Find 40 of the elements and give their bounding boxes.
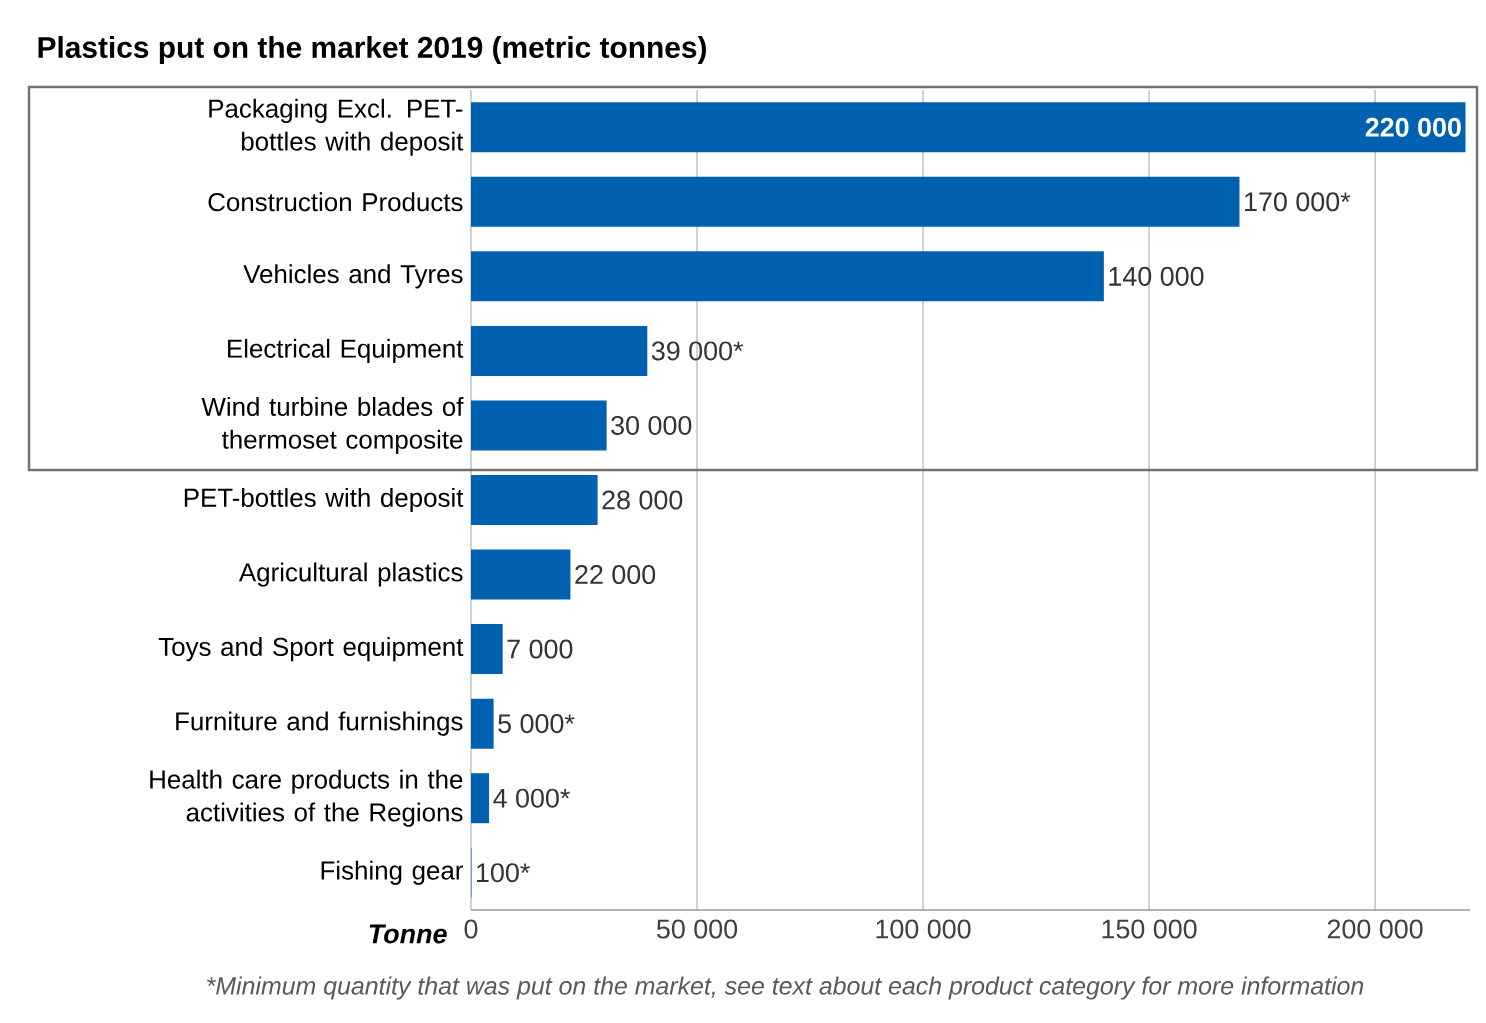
x-axis-title: Tonne (369, 924, 447, 944)
data-label: 140 000 (1109, 266, 1204, 286)
y-tick-label: Agricultural plastics (238, 562, 463, 587)
data-label: 100* (477, 863, 530, 883)
data-label: 5 000* (498, 714, 575, 734)
bar (471, 400, 607, 451)
text: *Minimum quantity that was put on the market, see text about each product category for more information (207, 976, 1364, 1000)
bar (471, 251, 1104, 302)
chart-title: Plastics put on the market 2019 (metric tonnes) (38, 36, 706, 64)
data-label: 39 000* (651, 341, 744, 361)
y-tick-label: Electrical Equipment (228, 338, 464, 363)
bar (471, 698, 494, 749)
y-tick-label: Wind turbine blades of thermoset composite (201, 396, 464, 454)
bar (471, 176, 1240, 227)
y-tick-label: Vehicles and Tyres (243, 264, 463, 289)
bar (471, 773, 490, 824)
y-tick-label: Packaging Excl. PET-bottles with deposit (209, 98, 464, 156)
data-label: 22 000 (575, 565, 656, 585)
y-tick-label: PET-bottles with deposit (184, 487, 464, 513)
data-label: 28 000 (602, 490, 683, 510)
x-tick-label: 100 000 (876, 919, 971, 939)
x-tick-label: 0 (464, 919, 478, 939)
data-label: 30 000 (611, 415, 692, 435)
x-tick-label: 50 000 (656, 919, 738, 939)
y-tick-label: Fishing gear (321, 860, 464, 885)
x-tick-label: 200 000 (1327, 919, 1423, 939)
data-label: 170 000* (1245, 192, 1351, 212)
y-tick-label: Health care products in the activities of the Regions (150, 769, 463, 827)
bar (471, 102, 1466, 153)
bar (471, 624, 503, 675)
y-tick-label: Furniture and furnishings (176, 711, 463, 736)
bar (471, 475, 598, 525)
y-tick-label: Toys and Sport equipment (158, 637, 464, 662)
x-tick-label: 150 000 (1102, 919, 1197, 939)
data-label: 220 000 (1365, 117, 1461, 137)
data-label: 7 000 (507, 639, 573, 659)
bar (471, 549, 571, 600)
bar (471, 325, 648, 376)
data-label: 4 000* (493, 788, 570, 808)
y-tick-label: Construction Products (208, 192, 463, 212)
